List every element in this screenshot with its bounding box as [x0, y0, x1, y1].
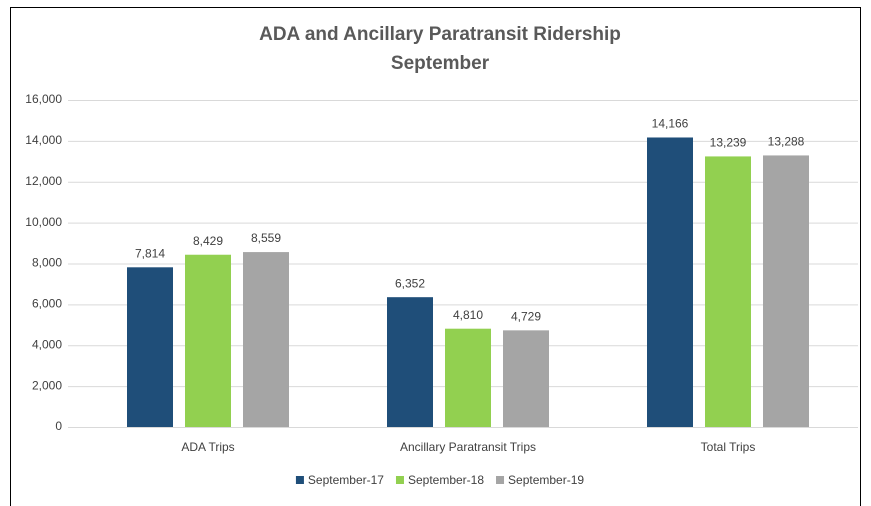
bar: [763, 155, 809, 427]
x-tick-label: ADA Trips: [181, 440, 234, 454]
chart-title: ADA and Ancillary Paratransit Ridership: [259, 24, 621, 45]
bar: [243, 252, 289, 427]
legend-label: September-19: [508, 473, 584, 487]
y-tick-label: 16,000: [25, 92, 62, 106]
legend-label: September-17: [308, 473, 384, 487]
y-tick-label: 6,000: [32, 297, 62, 311]
value-label: 4,729: [511, 310, 541, 324]
bar: [647, 137, 693, 428]
y-tick-label: 8,000: [32, 256, 62, 270]
value-label: 13,288: [768, 135, 805, 149]
y-tick-label: 0: [55, 419, 62, 433]
bar: [185, 254, 231, 427]
legend-swatch: [496, 476, 505, 484]
chart-subtitle: September: [391, 53, 490, 74]
y-tick-label: 10,000: [25, 215, 62, 229]
value-label: 14,166: [652, 117, 689, 131]
value-label: 13,239: [710, 136, 747, 150]
legend-label: September-18: [408, 473, 484, 487]
value-label: 6,352: [395, 276, 425, 290]
x-tick-label: Total Trips: [701, 440, 756, 454]
y-tick-label: 2,000: [32, 378, 62, 392]
bar: [445, 328, 491, 427]
y-tick-label: 14,000: [25, 133, 62, 147]
y-tick-label: 4,000: [32, 337, 62, 351]
bar: [127, 267, 173, 427]
value-label: 8,559: [251, 231, 281, 245]
value-label: 8,429: [193, 234, 223, 248]
legend-swatch: [395, 476, 404, 484]
value-label: 7,814: [135, 246, 165, 260]
bar: [503, 330, 549, 427]
x-tick-label: Ancillary Paratransit Trips: [400, 440, 536, 454]
legend-swatch: [295, 476, 304, 484]
bar: [387, 297, 433, 427]
bar: [705, 156, 751, 428]
y-tick-label: 12,000: [25, 174, 62, 188]
value-label: 4,810: [453, 308, 483, 322]
